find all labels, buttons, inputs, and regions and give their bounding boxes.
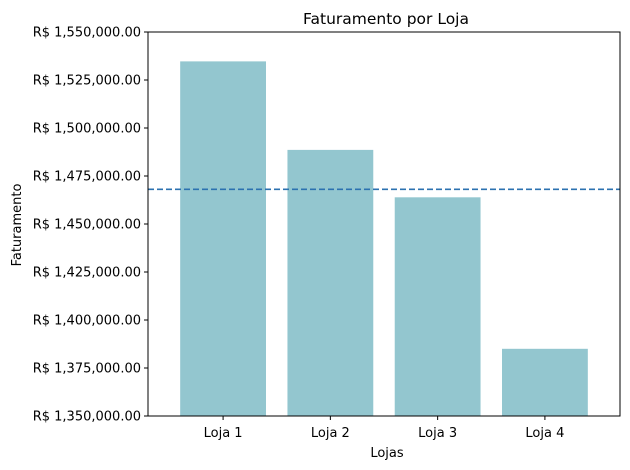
x-tick-label: Loja 1 [204, 426, 243, 441]
y-tick-label: R$ 1,350,000.00 [33, 410, 141, 425]
x-axis: Loja 1 Loja 2 Loja 3 Loja 4 [204, 416, 564, 441]
bar-loja-4 [502, 348, 588, 416]
x-tick-label: Loja 2 [311, 426, 350, 441]
bar-loja-3 [394, 197, 481, 416]
y-tick-label: R$ 1,450,000.00 [33, 218, 141, 233]
y-tick-label: R$ 1,500,000.00 [33, 122, 141, 137]
bars-group [180, 61, 588, 416]
chart-title: Faturamento por Loja [303, 10, 469, 28]
y-tick-label: R$ 1,400,000.00 [33, 314, 141, 329]
y-tick-label: R$ 1,425,000.00 [33, 266, 141, 281]
x-tick-label: Loja 3 [418, 426, 457, 441]
x-tick-label: Loja 4 [525, 426, 564, 441]
y-tick-label: R$ 1,475,000.00 [33, 170, 141, 185]
y-axis: R$ 1,350,000.00 R$ 1,375,000.00 R$ 1,400,0… [33, 26, 148, 425]
x-axis-label: Lojas [370, 446, 404, 461]
y-tick-label: R$ 1,525,000.00 [33, 74, 141, 89]
y-tick-label: R$ 1,550,000.00 [33, 26, 141, 41]
bar-loja-2 [287, 149, 374, 416]
y-tick-label: R$ 1,375,000.00 [33, 362, 141, 377]
bar-loja-1 [180, 61, 266, 416]
y-axis-label: Faturamento [10, 184, 25, 267]
